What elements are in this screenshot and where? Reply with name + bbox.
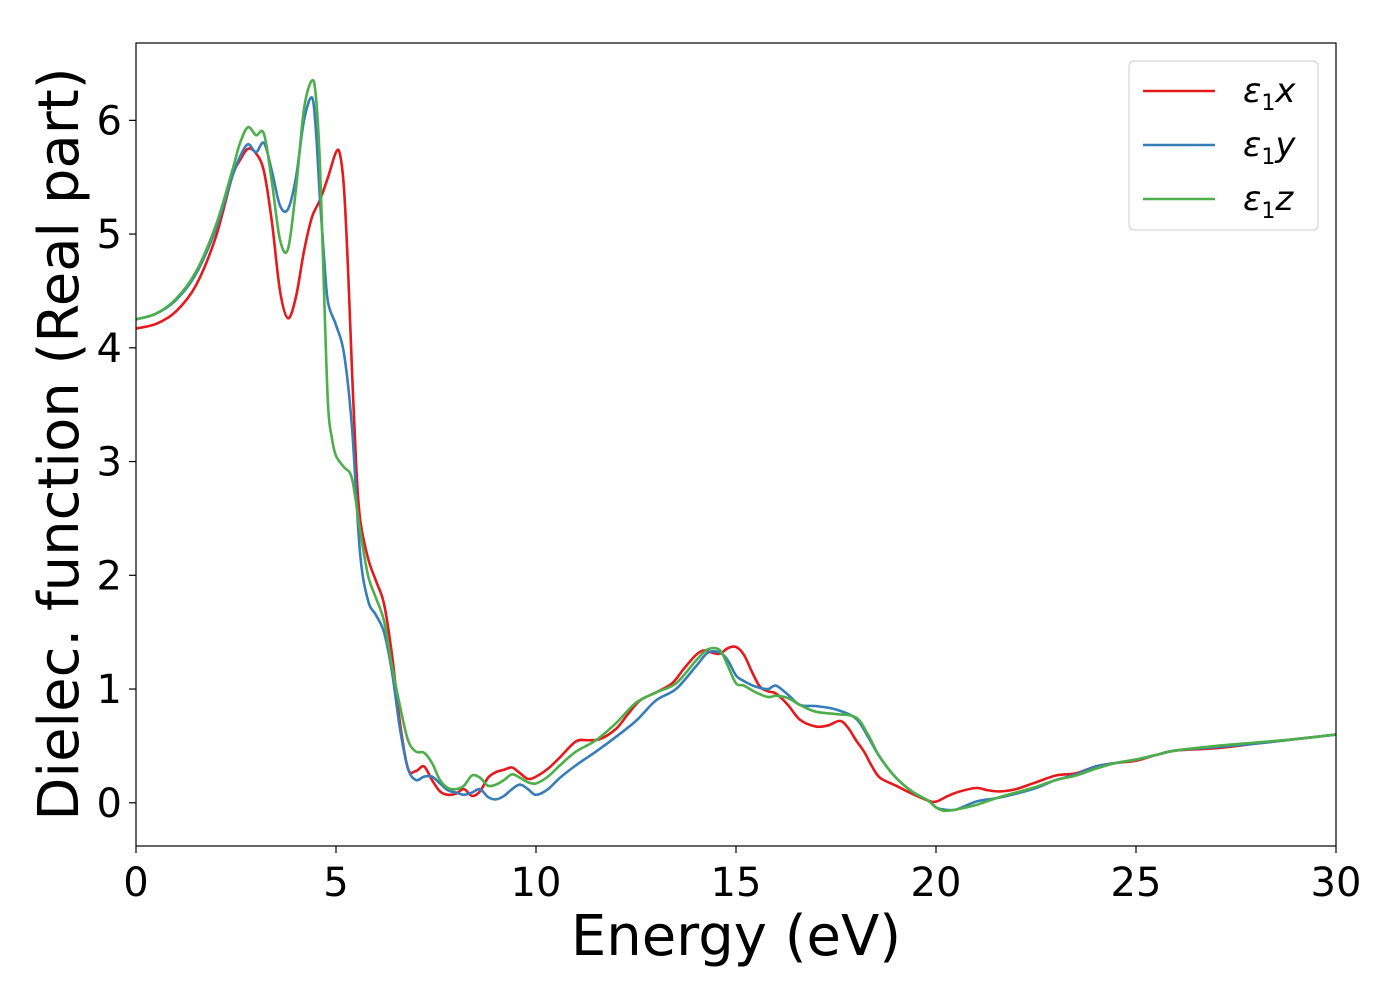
y-tick-label: 3 [97,440,122,486]
y-axis-label: Dielec. function (Real part) [27,67,92,820]
series-line-x [136,147,1336,804]
legend-label-z: ε1z [1243,179,1294,224]
series-line-z [136,78,1336,813]
legend-box [1128,60,1319,231]
y-axis: 0 1 2 3 4 5 6 [97,98,136,827]
x-tick-label: 15 [711,860,762,906]
y-tick-label: 1 [97,667,122,713]
x-axis-label: Energy (eV) [571,904,901,969]
y-tick-label: 0 [97,781,122,827]
x-tick-label: 20 [911,860,962,906]
x-tick-label: 25 [1111,860,1162,906]
x-tick-label: 5 [323,860,348,906]
x-tick-label: 0 [123,860,148,906]
x-tick-label: 10 [511,860,562,906]
legend: ε1x ε1y ε1z [1128,60,1319,231]
y-tick-label: 5 [97,212,122,258]
x-tick-label: 30 [1311,860,1362,906]
legend-label-y: ε1y [1243,125,1296,170]
series-layer [136,78,1336,813]
y-tick-label: 2 [97,553,122,599]
y-tick-label: 4 [97,326,122,372]
legend-label-x: ε1x [1243,71,1296,116]
y-tick-label: 6 [97,98,122,144]
x-axis: 0 5 10 15 20 25 30 [123,846,1361,906]
